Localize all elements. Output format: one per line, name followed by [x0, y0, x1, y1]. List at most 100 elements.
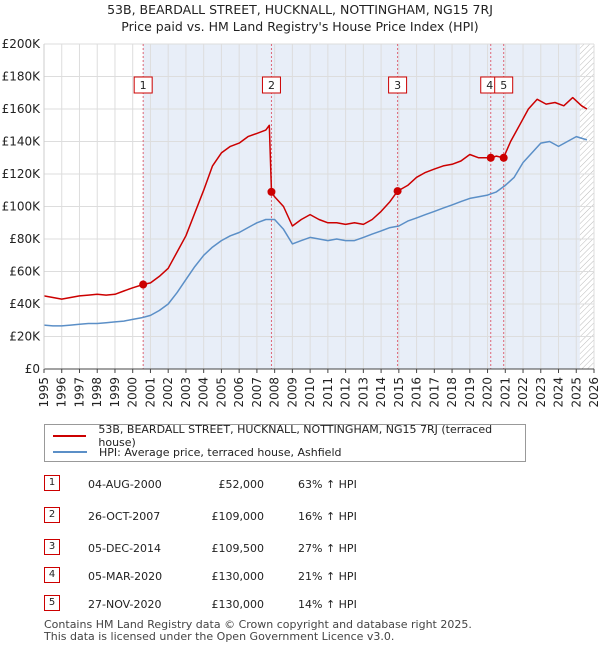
x-tick-label: 2012: [339, 377, 353, 408]
sale-point: [393, 187, 402, 196]
x-tick-label: 1996: [55, 377, 69, 408]
row-date: 05-MAR-2020: [88, 570, 163, 583]
price-chart: £0 £20K £40K £60K £80K £100K £120K £140K £160K £1…: [2, 37, 600, 408]
table-row: 1 04-AUG-2000 £52,000 63% ↑ HPI: [0, 474, 600, 494]
row-number-badge: 4: [44, 567, 60, 583]
legend-line-hpi: [53, 451, 87, 453]
y-tick-label: £120K: [2, 167, 42, 181]
y-tick-label: £0: [25, 362, 40, 376]
sale-label-box: [261, 76, 281, 94]
sale-label-text: 5: [500, 79, 507, 92]
x-tick-label: 2020: [481, 377, 495, 408]
x-tick-label: 2026: [587, 377, 600, 408]
x-tick-label: 2019: [463, 377, 477, 408]
x-tick-label: 1999: [108, 377, 122, 408]
row-hpi: 63% ↑ HPI: [298, 478, 357, 491]
sale-point: [267, 187, 276, 196]
sale-label-3: 3: [388, 76, 408, 94]
x-tick-label: 1995: [37, 377, 51, 408]
x-tick-label: 2007: [250, 377, 264, 408]
legend-line-property: [53, 435, 87, 437]
row-number-badge: 3: [44, 539, 60, 555]
x-tick-label: 2001: [143, 377, 157, 408]
row-date: 04-AUG-2000: [88, 478, 162, 491]
table-row: 3 05-DEC-2014 £109,500 27% ↑ HPI: [0, 538, 600, 558]
hpi-line: [43, 135, 588, 327]
chart-subtitle: Price paid vs. HM Land Registry's House …: [121, 19, 479, 34]
x-tick-label: 2024: [552, 377, 566, 408]
x-tick-label: 2025: [569, 377, 583, 408]
sale-point: [139, 280, 148, 289]
x-tick-label: 2010: [303, 377, 317, 408]
row-date: 27-NOV-2020: [88, 598, 162, 611]
x-tick-label: 1997: [72, 377, 86, 408]
chart-title: 53B, BEARDALL STREET, HUCKNALL, NOTTINGH…: [107, 2, 493, 17]
x-tick-label: 2018: [445, 377, 459, 408]
x-tick-label: 2013: [356, 377, 370, 408]
x-tick-label: 2004: [197, 377, 211, 408]
y-tick-label: £20K: [9, 330, 41, 344]
row-number-badge: 1: [44, 475, 60, 491]
row-price: £52,000: [218, 478, 265, 491]
y-tick-label: £200K: [2, 37, 42, 51]
sale-label-5: 5: [494, 76, 514, 94]
row-price: £130,000: [211, 570, 265, 583]
sale-label-box: [494, 76, 514, 94]
row-price: £109,000: [211, 510, 265, 523]
x-tick-label: 2000: [126, 377, 140, 408]
x-tick-label: 2006: [232, 377, 246, 408]
sale-label-1: 1: [133, 76, 153, 94]
footer-copyright: Contains HM Land Registry data © Crown c…: [44, 618, 472, 631]
y-tick-label: £60K: [9, 265, 41, 279]
sale-label-text: 1: [140, 79, 147, 92]
table-row: 5 27-NOV-2020 £130,000 14% ↑ HPI: [0, 594, 600, 614]
legend-label-property: 53B, BEARDALL STREET, HUCKNALL, NOTTINGH…: [98, 423, 493, 449]
row-hpi: 21% ↑ HPI: [298, 570, 357, 583]
x-tick-label: 2003: [179, 377, 193, 408]
x-tick-label: 2014: [374, 377, 388, 408]
x-tick-label: 2009: [285, 377, 299, 408]
sale-point: [486, 153, 495, 162]
row-number-badge: 5: [44, 595, 60, 611]
x-tick-label: 1998: [90, 377, 104, 408]
footer-licence: This data is licensed under the Open Gov…: [44, 630, 395, 643]
x-tick-label: 2023: [534, 377, 548, 408]
x-tick-label: 2015: [392, 377, 406, 408]
row-price: £109,500: [211, 542, 265, 555]
row-hpi: 27% ↑ HPI: [298, 542, 357, 555]
y-tick-label: £80K: [9, 232, 41, 246]
sale-label-2: 2: [261, 76, 281, 94]
y-tick-label: £160K: [2, 102, 42, 116]
x-tick-label: 2008: [268, 377, 282, 408]
row-date: 05-DEC-2014: [88, 542, 162, 555]
sale-label-box: [133, 76, 153, 94]
table-row: 4 05-MAR-2020 £130,000 21% ↑ HPI: [0, 566, 600, 586]
row-number-badge: 2: [44, 507, 60, 523]
legend: 53B, BEARDALL STREET, HUCKNALL, NOTTINGH…: [44, 423, 526, 462]
y-tick-label: £100K: [2, 200, 42, 214]
footer-note: Contains HM Land Registry data © Crown c…: [44, 619, 472, 643]
y-tick-label: £40K: [9, 297, 41, 311]
sale-label-text: 2: [268, 79, 275, 92]
sale-label-text: 4: [486, 79, 493, 92]
x-tick-label: 2002: [161, 377, 175, 408]
x-tick-label: 2017: [427, 377, 441, 408]
x-tick-label: 2011: [321, 377, 335, 408]
legend-item-hpi: HPI: Average price, terraced house, Ashf…: [53, 444, 341, 460]
row-hpi: 14% ↑ HPI: [298, 598, 357, 611]
x-tick-label: 2021: [498, 377, 512, 408]
row-price: £130,000: [211, 598, 265, 611]
legend-item-property: 53B, BEARDALL STREET, HUCKNALL, NOTTINGH…: [53, 423, 525, 449]
y-tick-label: £140K: [2, 135, 42, 149]
x-tick-label: 2016: [410, 377, 424, 408]
x-tick-label: 2022: [516, 377, 530, 408]
row-date: 26-OCT-2007: [88, 510, 161, 523]
table-row: 2 26-OCT-2007 £109,000 16% ↑ HPI: [0, 506, 600, 526]
sale-label-text: 3: [394, 79, 401, 92]
y-tick-label: £180K: [2, 70, 42, 84]
legend-label-hpi: HPI: Average price, terraced house, Ashf…: [99, 445, 342, 459]
sale-label-box: [388, 76, 408, 94]
x-tick-label: 2005: [214, 377, 228, 408]
sale-point: [499, 153, 508, 162]
row-hpi: 16% ↑ HPI: [298, 510, 357, 523]
